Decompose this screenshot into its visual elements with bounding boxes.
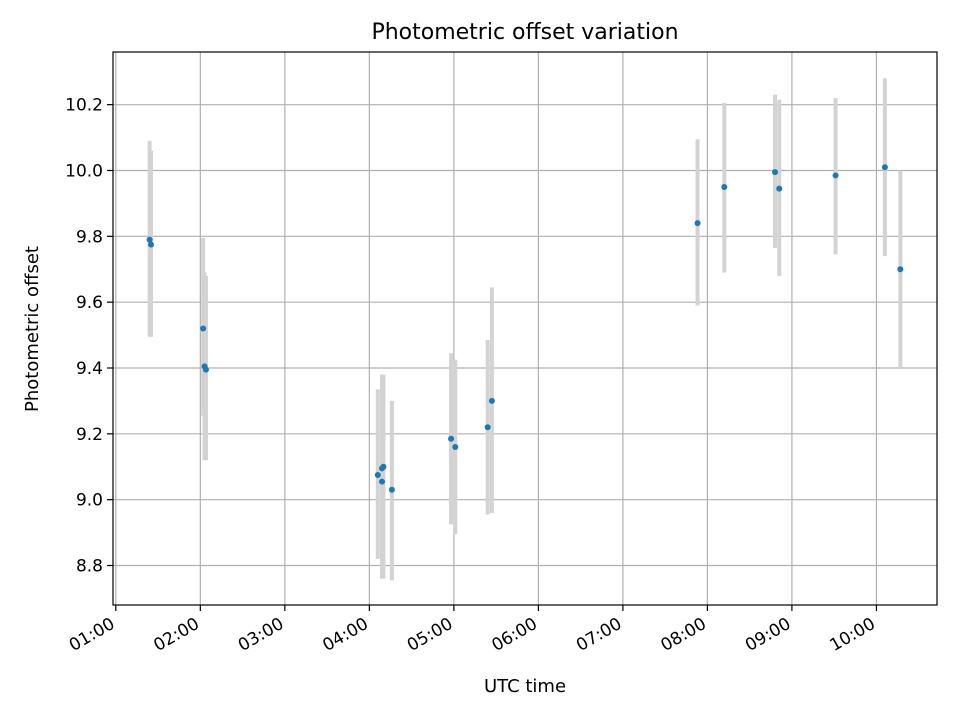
data-point [448,435,455,442]
data-point [200,325,207,332]
data-point [694,220,701,227]
error-bars [147,78,903,581]
x-tick-label: 10:00 [826,614,878,656]
data-point [148,241,155,248]
data-points [146,164,904,493]
y-tick-label: 10.0 [65,162,103,182]
x-tick-label: 03:00 [235,614,287,656]
data-point [202,366,209,373]
data-point [374,471,381,478]
y-axis-ticks: 8.8 9.0 9.2 9.4 9.6 9.8 10.0 10.2 [65,96,113,577]
data-point [897,266,904,273]
y-tick-label: 9.0 [76,491,103,511]
chart-title: Photometric offset variation [371,20,678,45]
x-tick-label: 05:00 [404,614,456,656]
data-point [380,463,387,470]
x-axis-label: UTC time [484,676,566,697]
y-tick-label: 9.8 [76,227,103,247]
data-point [721,183,728,190]
y-tick-label: 10.2 [65,96,103,116]
y-tick-label: 9.4 [76,359,103,379]
x-tick-label: 08:00 [657,614,709,656]
x-tick-label: 06:00 [488,614,540,656]
x-tick-label: 01:00 [66,614,118,656]
x-tick-label: 04:00 [319,614,371,656]
x-tick-label: 09:00 [742,614,794,656]
grid [113,52,937,605]
x-axis-ticks: 01:00 02:00 03:00 04:00 05:00 06:00 07:00 08:00… [66,605,879,656]
data-point [772,169,779,176]
data-point [146,236,153,243]
y-tick-label: 8.8 [76,557,103,577]
data-point [484,424,491,431]
data-point [832,172,839,179]
y-tick-label: 9.2 [76,425,103,445]
y-tick-label: 9.6 [76,293,103,313]
data-point [488,397,495,404]
x-tick-label: 02:00 [150,614,202,656]
data-point [881,164,888,171]
y-axis-label: Photometric offset [22,246,43,412]
plot-frame [112,51,938,606]
data-point [379,478,386,485]
data-point [776,185,783,192]
x-tick-label: 07:00 [573,614,625,656]
data-point [388,486,395,493]
data-point [452,444,459,450]
